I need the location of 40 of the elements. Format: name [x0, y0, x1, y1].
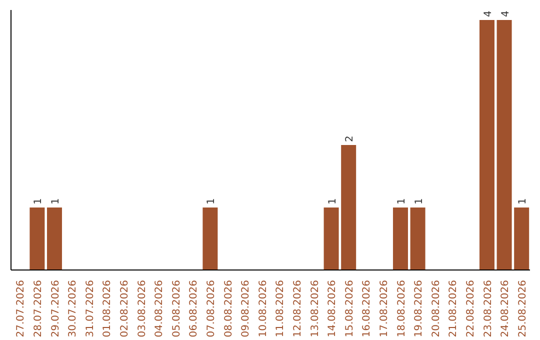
x-tick-label: 04.08.2026 — [154, 280, 166, 338]
x-tick-label: 23.08.2026 — [482, 280, 494, 338]
data-label: 1 — [414, 198, 425, 204]
x-tick-label: 07.08.2026 — [206, 280, 217, 338]
data-label: 1 — [50, 198, 62, 204]
x-tick-label: 11.08.2026 — [275, 280, 286, 338]
x-tick-label: 27.07.2026 — [16, 280, 27, 338]
x-tick-label: 16.08.2026 — [362, 280, 373, 338]
x-tick-label: 14.08.2026 — [327, 280, 338, 338]
data-label: 1 — [33, 198, 44, 204]
data-label: 4 — [482, 10, 494, 17]
data-label: 2 — [344, 136, 356, 142]
x-tick-label: 18.08.2026 — [396, 280, 408, 338]
x-tick-label: 05.08.2026 — [171, 280, 182, 338]
x-tick-label: 03.08.2026 — [136, 280, 148, 338]
x-tick-label: 08.08.2026 — [223, 280, 234, 338]
x-tick-label: 19.08.2026 — [414, 280, 425, 338]
x-tick-label: 09.08.2026 — [240, 280, 252, 338]
x-tick-label: 06.08.2026 — [188, 280, 200, 338]
data-label: 1 — [327, 198, 338, 204]
x-tick-label: 29.07.2026 — [50, 280, 62, 338]
data-label: 1 — [206, 198, 218, 204]
x-tick-label: 17.08.2026 — [378, 280, 390, 338]
x-tick-label: 22.08.2026 — [465, 280, 476, 338]
x-tick-label: 13.08.2026 — [310, 280, 321, 338]
x-tick-label: 20.08.2026 — [430, 280, 442, 338]
x-tick-label: 30.07.2026 — [68, 280, 79, 338]
data-label: 1 — [396, 198, 408, 204]
x-tick-label: 02.08.2026 — [119, 280, 130, 338]
x-tick-label: 01.08.2026 — [102, 280, 114, 338]
x-tick-label: 15.08.2026 — [344, 280, 356, 338]
x-tick-label: 12.08.2026 — [292, 280, 304, 338]
x-tick-label: 10.08.2026 — [258, 280, 269, 338]
x-tick-label: 21.08.2026 — [448, 280, 460, 338]
x-tick-label: 24.08.2026 — [500, 280, 512, 338]
x-tick-label: 31.07.2026 — [84, 280, 96, 338]
x-tick-label: 25.08.2026 — [517, 280, 528, 338]
data-label: 4 — [500, 10, 512, 17]
x-tick-label: 28.07.2026 — [32, 280, 44, 338]
data-label: 1 — [518, 198, 529, 204]
